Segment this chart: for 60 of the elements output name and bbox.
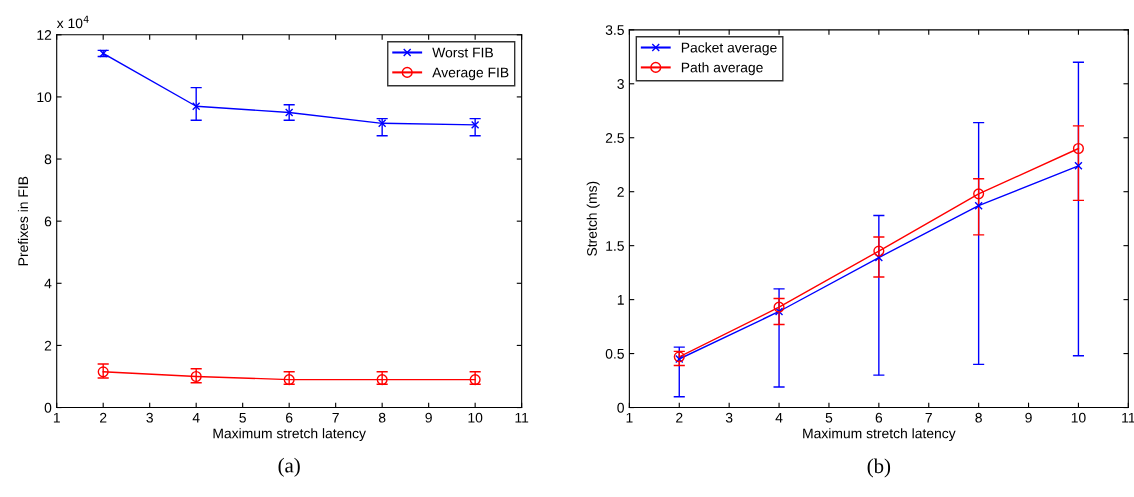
y-tick-label: 1.5 [606,241,624,251]
x-tick-label: 4 [192,412,200,423]
x-axis-title: Maximum stretch latency [213,428,366,442]
y-tick-label: 8 [44,154,52,165]
x-tick-label: 6 [286,412,293,423]
point [377,119,387,128]
x-tick-label: 3 [725,412,733,423]
x-tick-label: 5 [825,412,833,423]
x-tick-label: 10 [1071,412,1086,423]
point [1074,161,1083,170]
x-tick-label: 11 [1122,412,1134,423]
y-tick-label: 2 [617,187,624,197]
y-tick-label: 3 [617,79,624,89]
y-axis-title: Prefixes in FIB [17,176,29,266]
y-axis-title: Stretch (ms) [586,181,600,256]
x-tick-label: 8 [975,412,982,423]
text: (a) [278,457,300,477]
point [773,301,785,313]
text: x 10$^{4}$ [56,15,89,29]
x-tick-label: 2 [100,412,107,423]
x-tick-label: 9 [425,412,432,423]
y-tick-label: 0 [44,402,52,413]
point [774,307,784,316]
x-tick-label: 10 [468,412,483,423]
x-tick-label: 7 [925,412,932,423]
x-axis-title: Maximum stretch latency [803,428,956,442]
point [1072,142,1084,155]
legend-label: Average FIB [432,67,509,81]
x-tick-label: 5 [239,412,246,423]
x-tick-label: 11 [515,412,529,423]
legend-label: Packet average [681,42,777,56]
legend-label: Worst FIB [432,47,493,58]
y-tick-label: 1 [617,295,624,305]
x-tick-label: 2 [676,412,683,423]
point [192,102,201,111]
x-tick-label: 4 [775,412,783,423]
x-tick-label: 7 [332,412,339,423]
text: (b) [867,458,891,478]
point [470,120,480,130]
point [973,188,985,200]
y-tick-label: 0 [617,402,624,413]
point [873,245,885,257]
y-tick-label: 6 [44,216,52,227]
point [874,253,884,262]
x-tick-label: 8 [378,412,386,423]
y-tick-label: 2 [44,340,52,351]
x-tick-label: 9 [1025,412,1032,423]
point [974,201,983,210]
y-tick-label: 2.5 [605,133,624,143]
x-tick-label: 1 [626,412,633,423]
point [285,108,294,117]
x-tick-label: 6 [875,412,883,423]
x-tick-label: 1 [53,412,60,423]
y-tick-label: 3.5 [605,25,624,35]
y-tick-label: 10 [37,92,52,103]
y-tick-label: 0.5 [605,348,624,359]
x-tick-label: 3 [146,412,153,423]
y-tick-label: 12 [37,30,52,40]
y-tick-label: 4 [44,278,52,289]
legend-label: Path average [681,62,763,76]
